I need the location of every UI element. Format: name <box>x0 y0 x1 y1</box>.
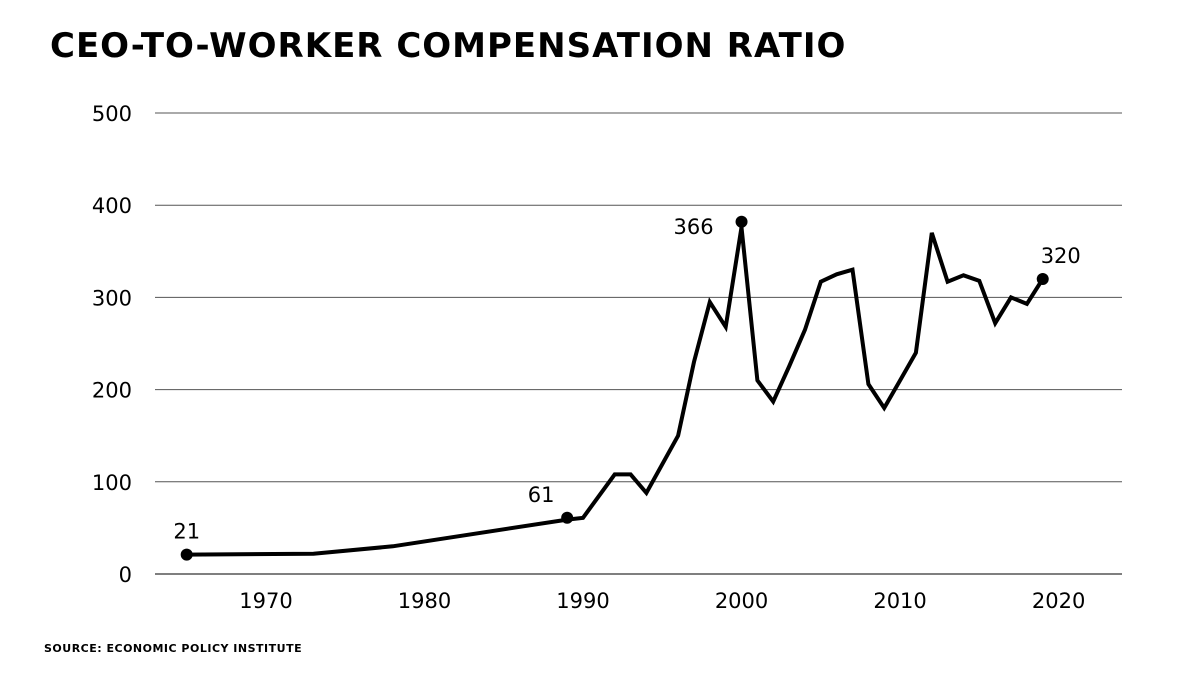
x-tick-label-2010: 2010 <box>873 589 926 613</box>
y-tick-label-400: 400 <box>92 194 132 218</box>
data-point-marker-2 <box>735 215 748 228</box>
data-label-0: 21 <box>173 520 200 544</box>
data-label-1: 61 <box>528 483 555 507</box>
y-axis-ticks: 0 100 200 300 400 500 <box>92 102 132 587</box>
y-tick-label-200: 200 <box>92 379 132 403</box>
data-label-3: 320 <box>1041 244 1081 268</box>
data-markers: 21 61 366 320 <box>173 215 1081 561</box>
chart-title: CEO-TO-WORKER COMPENSATION RATIO <box>50 26 847 66</box>
series-lines <box>184 226 1045 557</box>
y-tick-label-100: 100 <box>92 471 132 495</box>
x-tick-label-2020: 2020 <box>1032 589 1085 613</box>
data-label-2: 366 <box>673 215 713 239</box>
y-tick-label-300: 300 <box>92 286 132 310</box>
data-point-marker-0 <box>180 548 193 561</box>
x-axis-ticks: 1970 1980 1990 2000 2010 2020 <box>239 589 1085 613</box>
grid-lines <box>155 112 1122 575</box>
y-tick-label-0: 0 <box>119 563 132 587</box>
x-tick-label-1970: 1970 <box>239 589 292 613</box>
series-line-0 <box>184 226 1045 557</box>
x-tick-label-1980: 1980 <box>398 589 451 613</box>
source-note: SOURCE: ECONOMIC POLICY INSTITUTE <box>44 642 303 655</box>
y-tick-label-500: 500 <box>92 102 132 126</box>
x-tick-label-1990: 1990 <box>556 589 609 613</box>
data-point-marker-1 <box>561 511 574 524</box>
x-tick-label-2000: 2000 <box>715 589 768 613</box>
data-point-marker-3 <box>1036 272 1049 285</box>
